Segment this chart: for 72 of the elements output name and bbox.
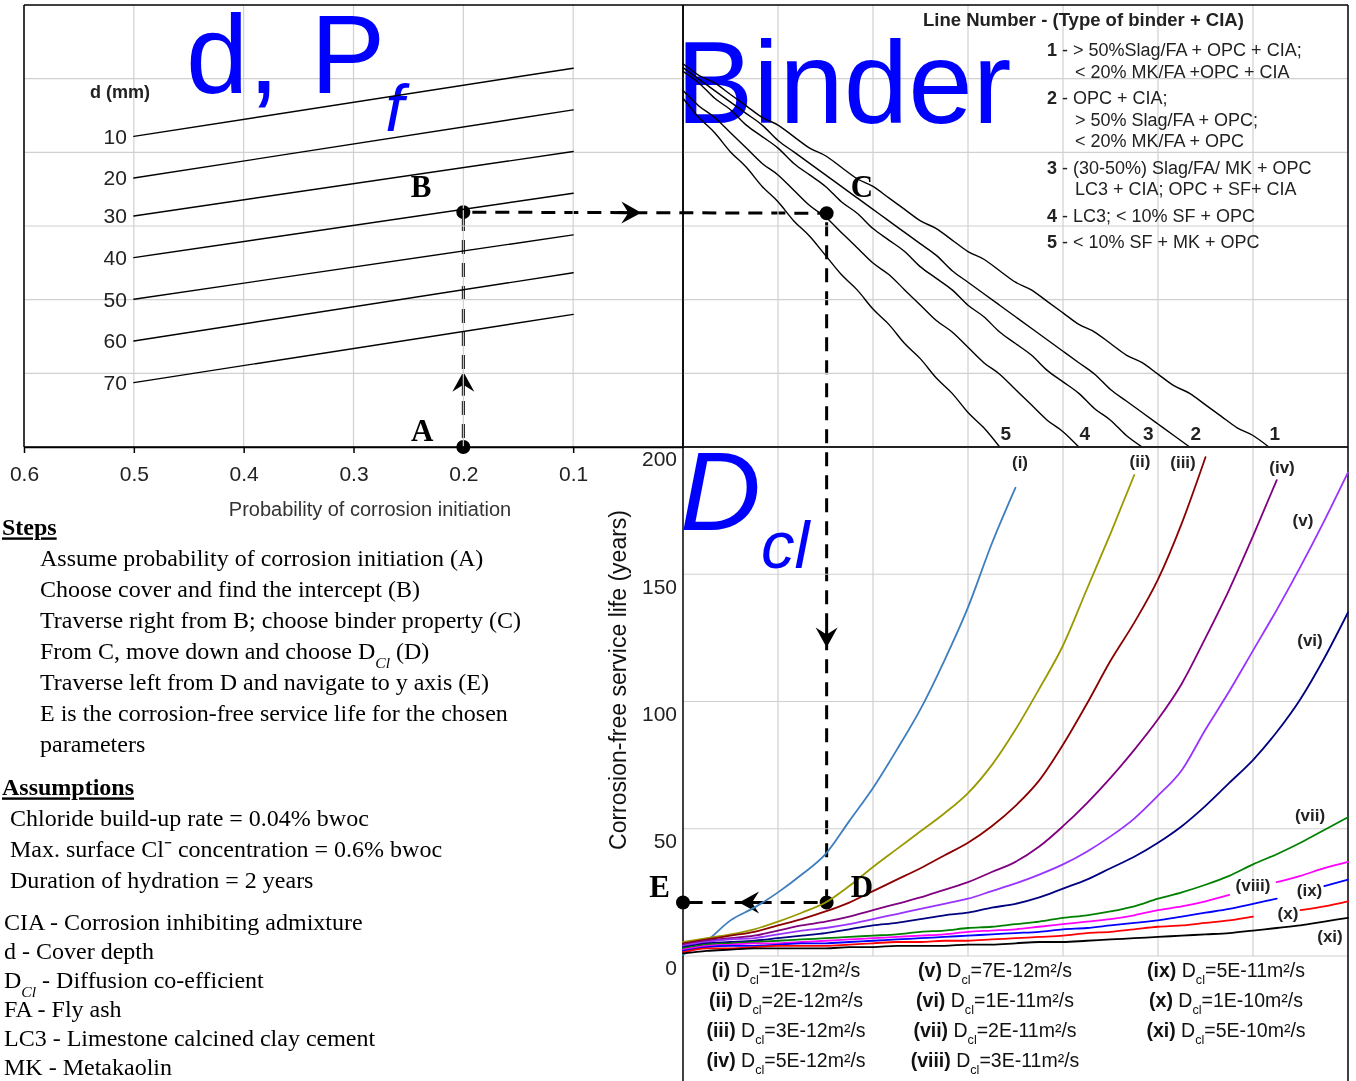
series-label: (vii)	[1294, 805, 1326, 825]
x-tick-label: 0.1	[559, 461, 589, 485]
series-label: (iii)	[1170, 452, 1196, 472]
text: (v) D$_{cl}$=7E-12m²/s	[918, 958, 1073, 987]
series-label: 70	[103, 370, 127, 394]
text: From C, move down and choose D$_{Cl}$ (D)	[40, 638, 430, 671]
text: Steps	[2, 514, 57, 541]
x-axis-title: Probability of corrosion initiation	[228, 498, 512, 520]
series-label: 2	[1190, 423, 1201, 444]
x-tick-label: 0.3	[339, 461, 369, 485]
text: LC3 - Limestone calcined clay cement	[4, 1025, 376, 1052]
x-tick-label: 0.2	[449, 461, 479, 485]
legend-title: d (mm)	[90, 82, 150, 103]
text: (ix) D$_{cl}$=5E-11m²/s	[1147, 958, 1306, 987]
text: Traverse right from B; choose binder property (C)	[40, 607, 522, 634]
series-label: 5	[1000, 423, 1012, 444]
text: Assume probability of corrosion initiation (A)	[40, 545, 484, 572]
text: Traverse left from D and navigate to y axis (E)	[40, 669, 489, 696]
y-tick-label: 100	[641, 701, 677, 725]
series-label: 50	[103, 287, 127, 311]
series-label: (viii)	[1235, 875, 1271, 895]
text: (iv) D$_{cl}$=5E-12m²/s	[706, 1048, 866, 1077]
text: (xi) D$_{cl}$=5E-10m²/s	[1146, 1018, 1306, 1047]
y-tick-label: 200	[641, 447, 677, 471]
text: CIA - Corrosion inhibiting admixture	[4, 909, 363, 936]
x-tick-label: 0.5	[119, 461, 149, 485]
series-label: (v)	[1292, 510, 1314, 530]
annotation: 3 - (30-50%) Slag/FA/ MK + OPC LC3 + CIA; OPC + SF+ CIA	[1047, 157, 1312, 200]
text: (x) D$_{cl}$=1E-10m²/s	[1149, 988, 1304, 1017]
series-label: 4	[1079, 423, 1091, 444]
text: (ii) D$_{cl}$=2E-12m²/s	[709, 988, 864, 1017]
series-label: (i)	[1011, 452, 1029, 472]
text: d - Cover depth	[4, 938, 154, 965]
text: MK - Metakaolin	[4, 1054, 172, 1081]
x-tick-label: 0.6	[9, 461, 40, 485]
series-label: (ix)	[1296, 880, 1323, 900]
y-tick-label: 50	[653, 829, 677, 853]
series-label: 1	[1269, 423, 1281, 444]
series-label: (xi)	[1317, 926, 1343, 946]
y-axis-title: Corrosion-free service life (years)	[605, 510, 632, 850]
series-label: 40	[103, 245, 127, 269]
text: Duration of hydration = 2 years	[10, 867, 314, 894]
series-label: (iv)	[1269, 457, 1295, 477]
y-tick-label: 150	[641, 574, 677, 598]
series-label: 3	[1142, 423, 1154, 444]
text: Choose cover and find the intercept (B)	[40, 576, 420, 603]
annotation: B	[410, 169, 432, 205]
text: Assumptions	[2, 774, 135, 801]
y-tick-label: 0	[665, 956, 677, 980]
series-label: 10	[103, 124, 127, 148]
text: (iii) D$_{cl}$=3E-12m²/s	[706, 1018, 866, 1047]
text: (vi) D$_{cl}$=1E-11m²/s	[916, 988, 1075, 1017]
annotation: 5 - < 10% SF + MK + OPC	[1047, 232, 1260, 253]
annotation: A	[410, 413, 434, 448]
text: (i) D$_{cl}$=1E-12m²/s	[711, 958, 861, 987]
text: E is the corrosion-free service life for the chosen parameters	[40, 700, 508, 758]
series-label: (x)	[1277, 903, 1299, 923]
text: E	[649, 868, 670, 904]
series-label: 30	[103, 204, 127, 228]
series-label: (ii)	[1129, 451, 1151, 471]
text: (viii) D$_{cl}$=3E-11m²/s	[910, 1048, 1080, 1077]
text: Max. surface Cl⁻ concentration = 0.6% bwoc	[10, 836, 443, 863]
annotation: 4 - LC3; < 10% SF + OPC	[1047, 205, 1256, 226]
text: Chloride build-up rate = 0.04% bwoc	[10, 805, 369, 832]
annotation: 1 - > 50%Slag/FA + OPC + CIA; < 20% MK/FA +OPC + CIA	[1047, 40, 1302, 82]
text: (vii) D$_{cl}$=2E-11m²/s	[913, 1018, 1077, 1047]
legend-title: Line Number - (Type of binder + CIA)	[923, 9, 1244, 31]
series-label: (vi)	[1297, 630, 1323, 650]
series-label: 20	[103, 166, 127, 190]
series-label: 60	[103, 329, 127, 353]
x-tick-label: 0.4	[229, 461, 260, 485]
annotation: 2 - OPC + CIA; > 50% Slag/FA + OPC; < 20% MK/FA + OPC	[1047, 88, 1259, 152]
